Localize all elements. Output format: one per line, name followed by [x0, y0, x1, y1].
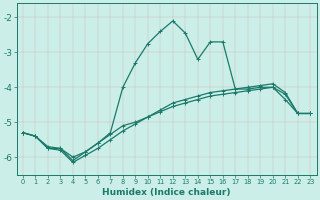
X-axis label: Humidex (Indice chaleur): Humidex (Indice chaleur) [102, 188, 231, 197]
